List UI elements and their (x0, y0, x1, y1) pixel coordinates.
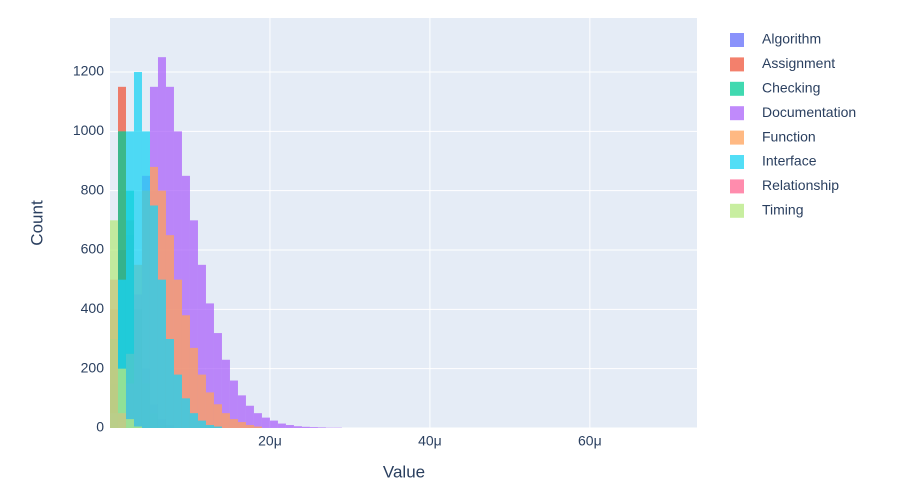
y-tick-label: 1000 (73, 122, 104, 138)
histogram-bar (237, 395, 246, 428)
legend-label: Relationship (762, 177, 839, 193)
y-tick-label: 200 (81, 359, 105, 375)
histogram-bar (141, 131, 150, 429)
legend-swatch (730, 179, 744, 194)
y-tick-label: 600 (81, 241, 105, 257)
y-tick-label: 400 (81, 300, 105, 316)
histogram-bar (213, 426, 222, 428)
histogram-bar (197, 420, 206, 428)
legend-swatch (730, 33, 744, 47)
histogram-bar (205, 392, 214, 428)
legend-swatch (730, 57, 744, 72)
histogram-bar (309, 427, 318, 428)
histogram-bar (277, 423, 286, 428)
legend-swatch (730, 203, 744, 218)
histogram-bar (213, 333, 222, 428)
histogram-bar (269, 420, 278, 428)
histogram-bar (165, 235, 174, 428)
x-tick-label: 60μ (578, 433, 602, 449)
legend-label: Checking (762, 80, 820, 96)
histogram-bar (229, 380, 238, 428)
x-axis-title: Value (383, 462, 425, 481)
histogram-bar (293, 426, 302, 428)
histogram-bar (237, 422, 246, 428)
histogram-bar (317, 427, 326, 428)
histogram-bar (125, 419, 134, 428)
histogram-bar (149, 205, 158, 428)
histogram-bar (181, 398, 190, 428)
histogram-bar (261, 417, 270, 428)
legend-swatch (730, 155, 744, 169)
histogram-bar (133, 71, 142, 429)
histogram-bar (253, 413, 262, 428)
histogram-bar (213, 404, 222, 428)
legend-swatch (730, 130, 744, 145)
histogram-bar (221, 413, 230, 428)
histogram-bar (205, 303, 214, 428)
histogram-bar (181, 175, 190, 428)
histogram-bar (110, 220, 118, 428)
x-tick-label: 20μ (258, 433, 282, 449)
histogram-bar (189, 347, 198, 428)
histogram-bar (125, 131, 134, 429)
y-tick-label: 0 (96, 419, 104, 435)
legend-label: Algorithm (762, 31, 821, 47)
histogram-bar (197, 264, 206, 428)
histogram-bar (189, 413, 198, 428)
histogram-bar (117, 279, 126, 428)
histogram-bar (157, 279, 166, 428)
y-axis-title: Count (27, 200, 46, 246)
histogram-bar (133, 426, 142, 428)
histogram-bar (221, 359, 230, 428)
histogram-bar (173, 279, 182, 428)
histogram-bar (181, 315, 190, 428)
histogram-bar (285, 425, 294, 428)
legend-swatch (730, 106, 744, 121)
histogram-bar (301, 426, 310, 428)
histogram-bar (173, 374, 182, 428)
histogram-bar (117, 368, 126, 428)
legend-label: Assignment (762, 55, 835, 71)
histogram-bar (189, 220, 198, 428)
histogram-bar (205, 425, 214, 428)
legend-swatch (730, 81, 744, 96)
legend-label: Interface (762, 153, 817, 169)
histogram-bar (245, 425, 254, 428)
y-tick-label: 1200 (73, 63, 104, 79)
legend-label: Documentation (762, 104, 856, 120)
y-tick-label: 800 (81, 181, 105, 197)
histogram-bar (245, 405, 254, 428)
histogram-bar (229, 419, 238, 428)
legend-label: Timing (762, 202, 804, 218)
histogram-bar (253, 426, 262, 428)
histogram-bar (197, 374, 206, 428)
x-tick-label: 40μ (418, 433, 442, 449)
histogram-bar (165, 338, 174, 428)
legend-label: Function (762, 128, 816, 144)
